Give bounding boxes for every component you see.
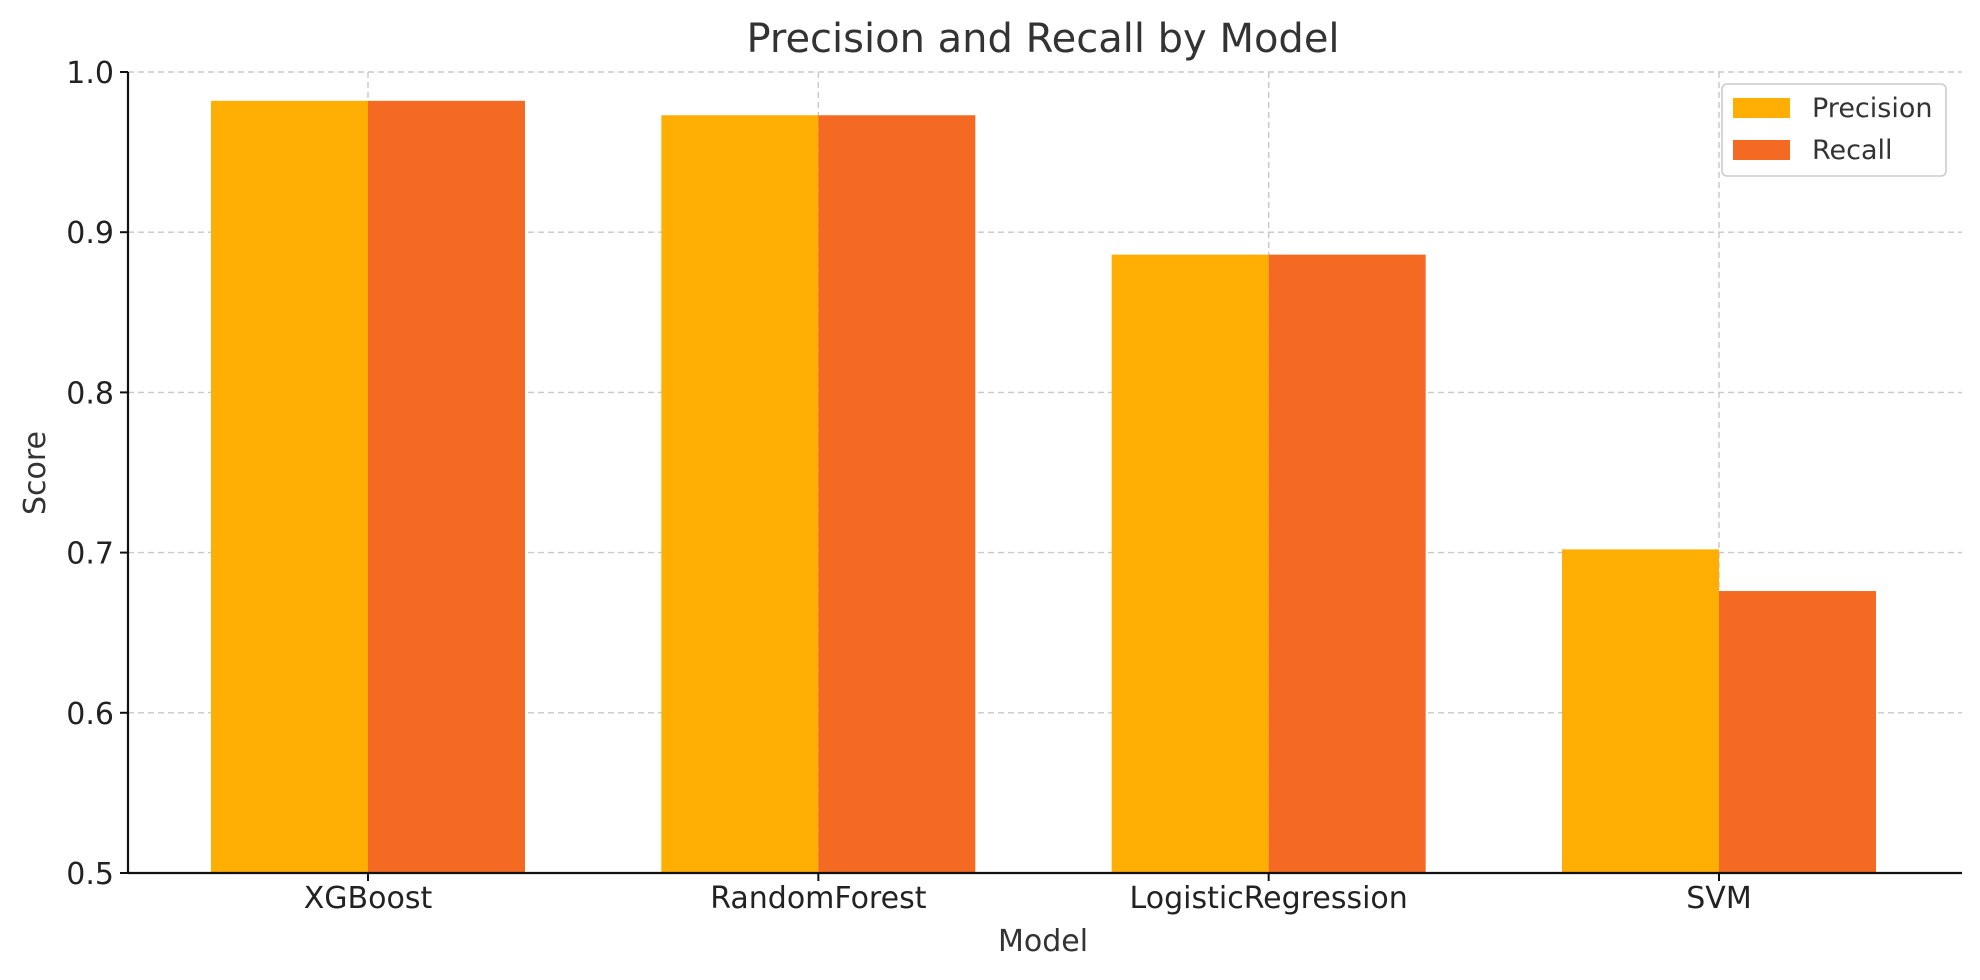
- x-ticks: XGBoost RandomForest LogisticRegression SVM: [304, 873, 1752, 916]
- chart-title: Precision and Recall by Model: [746, 16, 1339, 62]
- x-tick-label-randomforest: RandomForest: [710, 881, 927, 916]
- y-tick-label: 0.6: [66, 697, 114, 732]
- x-axis-label: Model: [998, 924, 1088, 959]
- bar-recall-randomforest: [818, 115, 976, 873]
- y-tick-label: 0.7: [66, 537, 114, 572]
- legend-swatch-precision: [1733, 98, 1790, 118]
- legend-label-precision: Precision: [1812, 93, 1932, 124]
- bar-recall-xgboost: [368, 100, 525, 873]
- y-ticks: 0.5 0.6 0.7 0.8 0.9 1.0: [66, 56, 128, 892]
- x-tick-label-xgboost: XGBoost: [304, 881, 433, 916]
- legend: Precision Recall: [1721, 83, 1947, 177]
- y-tick-label: 0.9: [66, 216, 114, 251]
- bar-precision-logisticregression: [1111, 254, 1269, 874]
- bar-precision-randomforest: [661, 115, 819, 873]
- y-axis-label: Score: [18, 431, 53, 515]
- y-tick-label: 0.5: [66, 857, 114, 892]
- y-tick-label: 1.0: [66, 56, 114, 91]
- bars: [211, 100, 1876, 874]
- y-tick-label: 0.8: [66, 376, 114, 411]
- x-tick-label-logisticregression: LogisticRegression: [1130, 881, 1408, 916]
- bar-precision-xgboost: [211, 100, 368, 873]
- legend-swatch-recall: [1733, 140, 1790, 160]
- bar-precision-svm: [1562, 549, 1719, 873]
- bar-recall-svm: [1719, 591, 1876, 873]
- bar-recall-logisticregression: [1268, 254, 1426, 874]
- legend-label-recall: Recall: [1812, 135, 1893, 166]
- x-tick-label-svm: SVM: [1686, 881, 1751, 916]
